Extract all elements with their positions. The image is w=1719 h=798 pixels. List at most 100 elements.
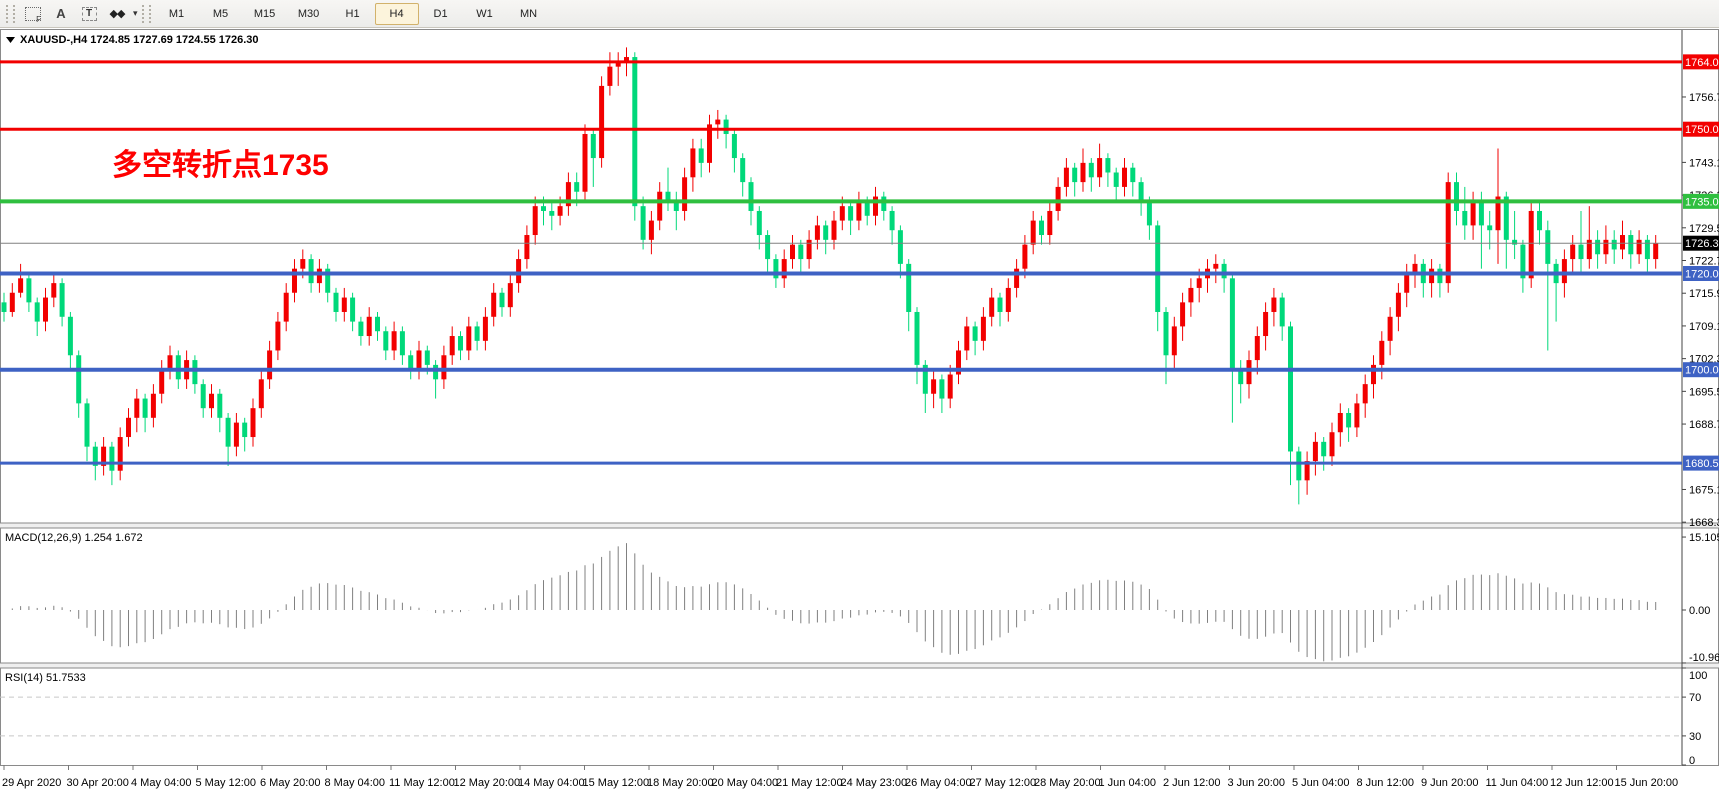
candle-body	[914, 311, 920, 365]
candle-body	[134, 398, 140, 418]
candle-body	[790, 244, 795, 260]
price-badge-label: 1764.00	[1685, 57, 1719, 69]
candle-body	[856, 201, 862, 221]
candle-body	[142, 398, 148, 418]
candle-body	[109, 446, 115, 471]
candle-body	[1520, 244, 1526, 279]
time-tick-label: 14 May 04:00	[518, 777, 585, 789]
time-tick-label: 28 May 20:00	[1034, 777, 1101, 789]
candle-body	[441, 355, 447, 380]
rsi-pane-label: RSI(14) 51.7533	[5, 672, 86, 684]
price-badge-label: 1700.00	[1685, 365, 1719, 377]
candle-body	[325, 268, 331, 293]
candle-body	[1039, 220, 1044, 236]
chevron-down-icon[interactable]: ▾	[133, 8, 138, 18]
rsi-pane[interactable]	[0, 696, 1682, 737]
candle-body	[806, 239, 812, 260]
time-tick-label: 9 Jun 20:00	[1421, 777, 1479, 789]
candle-body	[283, 292, 289, 322]
candle-body	[350, 297, 356, 322]
candle-body	[964, 326, 970, 351]
candle-body	[1014, 268, 1020, 288]
candle-body	[516, 259, 522, 284]
toolbar-gripper-2[interactable]	[141, 4, 151, 23]
candle-body	[59, 283, 65, 317]
macd-tick-label: 0.00	[1689, 605, 1710, 617]
candle-body	[300, 259, 306, 269]
candle-body	[474, 326, 480, 341]
candle-body	[1271, 297, 1277, 312]
price-tick-label: 1729.50	[1689, 223, 1719, 235]
candle-body	[424, 350, 430, 365]
candle-body	[1130, 167, 1136, 183]
timeframe-button-M1[interactable]: M1	[168, 7, 185, 20]
candle-body	[582, 134, 588, 192]
time-tick-label: 5 May 12:00	[196, 777, 257, 789]
price-badge-label: 1680.58	[1685, 458, 1719, 470]
candle-body	[1288, 326, 1293, 452]
candle-body	[491, 292, 497, 317]
candle-body	[632, 57, 638, 207]
candle-body	[640, 206, 646, 240]
macd-tick-label: -10.963	[1689, 652, 1719, 664]
candle-body	[657, 191, 663, 221]
candle-body	[466, 326, 472, 351]
fibonacci-tool[interactable]: F	[19, 2, 47, 26]
candle-body	[1395, 292, 1401, 317]
candle-body	[408, 355, 414, 370]
main-price-pane[interactable]	[0, 47, 1682, 518]
price-badge	[1683, 235, 1719, 251]
candle-body	[798, 244, 804, 260]
arrows-tool[interactable]: ◆◆	[103, 2, 131, 26]
candle-body	[34, 302, 40, 322]
candle-body	[175, 355, 181, 380]
time-tick-label: 12 Jun 12:00	[1550, 777, 1614, 789]
timeframe-button-D1[interactable]: D1	[433, 7, 448, 20]
candle-body	[814, 225, 820, 240]
timeframe-button-M15[interactable]: M15	[253, 7, 276, 20]
macd-pane[interactable]	[4, 543, 1657, 662]
timeframe-button-W1[interactable]: W1	[476, 7, 493, 20]
candle-body	[1603, 239, 1609, 255]
candle-body	[624, 57, 629, 62]
pane-separator[interactable]	[0, 663, 1719, 668]
timeframe-button-MN[interactable]: MN	[519, 7, 538, 20]
candle-body	[1312, 441, 1318, 462]
time-tick-label: 18 May 20:00	[647, 777, 714, 789]
candle-body	[1371, 364, 1376, 385]
text-box-tool[interactable]: T	[75, 2, 103, 26]
timeframe-button-H1[interactable]: H1	[345, 7, 360, 20]
price-badge	[1683, 54, 1719, 70]
chart-window[interactable]: 1756.701743.101736.301729.501722.701715.…	[0, 28, 1719, 793]
candle-body	[1063, 167, 1069, 187]
candle-body	[1561, 259, 1567, 284]
candle-body	[1636, 239, 1642, 255]
rsi-tick-label: 100	[1689, 670, 1707, 682]
price-tick-label: 1756.70	[1689, 92, 1719, 104]
candle-body	[1586, 239, 1592, 260]
candle-body	[1213, 263, 1219, 269]
price-chart-canvas[interactable]: 1756.701743.101736.301729.501722.701715.…	[0, 28, 1719, 793]
candle-body	[848, 206, 854, 221]
candle-body	[1047, 210, 1053, 236]
text-label-tool[interactable]: A	[47, 2, 75, 26]
candle-body	[391, 331, 397, 351]
candle-body	[773, 259, 779, 279]
symbol-dropdown-icon[interactable]	[6, 37, 15, 43]
candle-body	[499, 292, 505, 308]
candle-body	[383, 331, 389, 351]
macd-axis: 15.105 0.00 -10.963	[1682, 532, 1719, 664]
time-tick-label: 11 May 12:00	[389, 777, 455, 789]
timeframe-button-M30[interactable]: M30	[297, 7, 320, 20]
timeframe-button-M5[interactable]: M5	[212, 7, 229, 20]
candle-body	[84, 403, 90, 447]
candle-body	[366, 316, 372, 337]
pane-separator[interactable]	[0, 523, 1719, 528]
toolbar-gripper[interactable]	[6, 4, 15, 23]
candle-body	[1113, 172, 1119, 187]
candle-body	[126, 417, 131, 438]
candle-body	[1196, 278, 1202, 288]
candle-body	[9, 292, 15, 312]
candle-body	[574, 182, 580, 192]
timeframe-button-H4[interactable]: H4	[374, 2, 419, 25]
